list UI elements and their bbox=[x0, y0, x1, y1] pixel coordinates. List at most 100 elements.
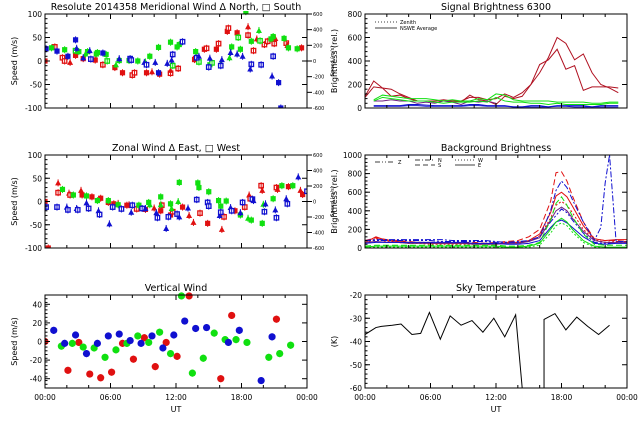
series-line-blue-Z bbox=[365, 208, 627, 244]
x-tick-label: 18:00 bbox=[231, 393, 253, 402]
panel-skytemp: Sky Temperature -20 -30 -40 -50 -60 00:00 06:00… bbox=[330, 283, 638, 414]
legend-label: S bbox=[438, 163, 441, 169]
series-line-green-avg bbox=[373, 96, 619, 105]
y-axis-label: Brightness (rel.) bbox=[330, 29, 339, 93]
series-line-blue-N bbox=[365, 154, 627, 243]
x-axis-label: UT bbox=[171, 405, 182, 414]
y-axis-label: Speed (m/s) bbox=[10, 317, 19, 366]
legend-label: N bbox=[438, 158, 442, 164]
y-axis-label: (K) bbox=[330, 336, 339, 348]
y-tick-label: -20 bbox=[30, 356, 42, 365]
y-tick-label: 0 bbox=[37, 198, 42, 207]
x-tick-label: 06:00 bbox=[420, 393, 442, 402]
y-tick-label: 200 bbox=[348, 225, 363, 234]
x-tick-label: 00:00 bbox=[296, 393, 318, 402]
y-tick-label: -50 bbox=[350, 361, 362, 370]
y-tick-label: -40 bbox=[350, 338, 362, 347]
y-tick-label: -100 bbox=[25, 244, 42, 253]
y-right-tick-label: 400 bbox=[313, 28, 323, 34]
y-right-tick-label: 600 bbox=[313, 153, 323, 159]
x-tick-label: 12:00 bbox=[485, 393, 507, 402]
y-tick-label: -50 bbox=[30, 81, 42, 90]
y-right-tick-label: 600 bbox=[313, 12, 323, 18]
series-line-red-avg bbox=[365, 48, 619, 102]
y-right-tick-label: 0 bbox=[313, 59, 316, 65]
y-tick-label: 800 bbox=[348, 170, 363, 179]
y-axis-label: Speed (m/s) bbox=[10, 37, 19, 86]
y-tick-label: -20 bbox=[350, 291, 362, 300]
series-line-purple-E bbox=[365, 206, 627, 245]
series-line-red-S bbox=[365, 171, 627, 244]
legend-label: Zenith bbox=[400, 20, 416, 26]
data-layer bbox=[45, 11, 305, 108]
series-line-red-zenith bbox=[365, 36, 619, 106]
y-axis-label: Brightness (rel.) bbox=[330, 169, 339, 233]
y-right-tick-label: -200 bbox=[313, 75, 324, 81]
series-line-green-S bbox=[365, 196, 627, 247]
legend-label: NSWE Average bbox=[400, 26, 437, 32]
plot-frame bbox=[44, 13, 308, 109]
y-right-tick-label: 0 bbox=[313, 200, 316, 206]
y-tick-label: 0 bbox=[37, 338, 42, 347]
y-tick-label: 1000 bbox=[343, 151, 362, 160]
x-tick-label: 00:00 bbox=[34, 393, 56, 402]
chart-title: Signal Brightness 6300 bbox=[441, 2, 551, 13]
x-tick-label: 12:00 bbox=[165, 393, 187, 402]
y-tick-label: 20 bbox=[32, 319, 42, 328]
y-tick-label: 100 bbox=[28, 151, 43, 160]
data-layer bbox=[365, 36, 619, 108]
plot-frame bbox=[44, 294, 308, 389]
chart-title: Background Brightness bbox=[441, 143, 551, 154]
plot-frame bbox=[44, 154, 308, 249]
y-tick-label: 40 bbox=[32, 300, 42, 309]
y-right-label: Speed (m/s) bbox=[330, 186, 336, 216]
y-tick-label: -30 bbox=[350, 314, 362, 323]
y-tick-label: -50 bbox=[30, 221, 42, 230]
y-tick-label: 100 bbox=[28, 10, 43, 19]
y-right-tick-label: -400 bbox=[313, 231, 324, 237]
y-tick-label: 0 bbox=[357, 244, 362, 253]
y-right-tick-label: 200 bbox=[313, 43, 323, 49]
y-right-tick-label: 400 bbox=[313, 169, 323, 175]
y-tick-label: -100 bbox=[25, 104, 42, 113]
data-layer bbox=[365, 311, 610, 388]
panel-zonal: Zonal Wind Δ East, □ West 100 50 0 -50 -100 60… bbox=[10, 143, 336, 253]
y-tick-label: 400 bbox=[348, 57, 363, 66]
series-line-green-zenith bbox=[373, 93, 619, 104]
plot-frame bbox=[364, 294, 628, 389]
data-layer bbox=[365, 154, 627, 248]
plot-frame bbox=[364, 13, 628, 109]
y-right-tick-label: 200 bbox=[313, 184, 323, 190]
x-tick-label: 06:00 bbox=[100, 393, 122, 402]
chart-title: Sky Temperature bbox=[456, 283, 536, 294]
y-tick-label: 50 bbox=[32, 34, 42, 43]
y-right-label: Speed (m/s) bbox=[330, 46, 336, 76]
series-line-sky bbox=[365, 311, 610, 388]
y-tick-label: 0 bbox=[37, 57, 42, 66]
panel-signal: Signal Brightness 6300 800 600 400 200 0 Brigh… bbox=[330, 2, 628, 113]
legend-label: W bbox=[478, 158, 483, 164]
series-line-blue-E bbox=[365, 219, 627, 245]
legend-label: Z bbox=[398, 160, 402, 166]
series-line-green-E bbox=[365, 217, 627, 248]
y-tick-label: -40 bbox=[30, 375, 42, 384]
data-layer bbox=[45, 292, 295, 385]
y-right-tick-label: -600 bbox=[313, 106, 324, 112]
chart-title: Resolute 2014358 Meridional Wind Δ North… bbox=[51, 2, 302, 13]
panel-meridional: Resolute 2014358 Meridional Wind Δ North… bbox=[10, 2, 336, 113]
y-right-tick-label: -200 bbox=[313, 215, 324, 221]
x-tick-label: 00:00 bbox=[616, 393, 638, 402]
x-axis-label: UT bbox=[491, 405, 502, 414]
y-tick-label: 0 bbox=[357, 104, 362, 113]
panel-vertical: Vertical Wind 40 20 0 -20 -40 00:00 06:00 12:00 1… bbox=[10, 283, 318, 414]
y-tick-label: 800 bbox=[348, 10, 363, 19]
y-tick-label: 600 bbox=[348, 188, 363, 197]
y-right-tick-label: -600 bbox=[313, 246, 324, 252]
legend-label: E bbox=[478, 163, 481, 169]
data-point-blue bbox=[45, 46, 49, 52]
panel-background: Background Brightness 1000 800 600 400 200 0 Br… bbox=[330, 143, 628, 253]
y-tick-label: -60 bbox=[350, 384, 362, 393]
chart-title: Zonal Wind Δ East, □ West bbox=[112, 143, 240, 154]
